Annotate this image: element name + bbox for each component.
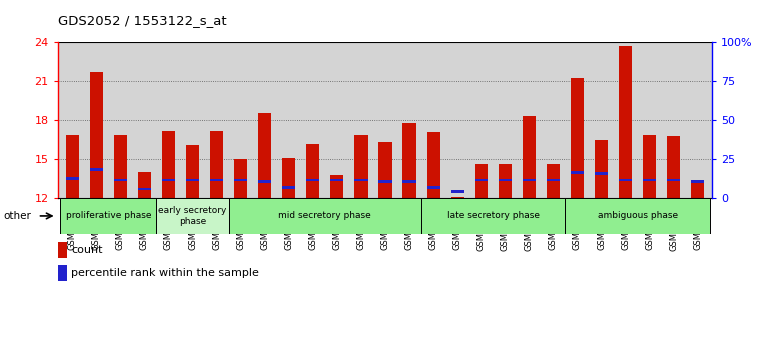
Bar bbox=[403, 123, 416, 198]
Bar bbox=[65, 135, 79, 198]
Bar bbox=[58, 265, 68, 281]
Bar bbox=[258, 180, 271, 183]
Bar bbox=[571, 171, 584, 173]
Bar bbox=[114, 178, 127, 181]
Bar bbox=[667, 136, 681, 198]
Bar bbox=[58, 242, 68, 258]
Bar bbox=[499, 165, 512, 198]
Bar bbox=[138, 188, 151, 190]
Text: proliferative phase: proliferative phase bbox=[65, 211, 151, 221]
Bar bbox=[643, 178, 656, 181]
Bar bbox=[643, 135, 656, 198]
Bar bbox=[354, 135, 367, 198]
Bar bbox=[523, 178, 536, 181]
Bar bbox=[162, 131, 175, 198]
Bar bbox=[258, 113, 271, 198]
Bar bbox=[186, 178, 199, 181]
Bar bbox=[619, 46, 632, 198]
Bar bbox=[89, 72, 103, 198]
Bar bbox=[354, 178, 367, 181]
Bar bbox=[114, 135, 127, 198]
Bar bbox=[60, 198, 156, 234]
Bar bbox=[282, 186, 296, 189]
Bar bbox=[306, 144, 320, 198]
Bar bbox=[306, 178, 320, 181]
Text: late secretory phase: late secretory phase bbox=[447, 211, 540, 221]
Bar bbox=[667, 178, 681, 181]
Text: GDS2052 / 1553122_s_at: GDS2052 / 1553122_s_at bbox=[58, 14, 226, 27]
Bar bbox=[156, 198, 229, 234]
Bar bbox=[138, 172, 151, 198]
Bar bbox=[282, 158, 296, 198]
Text: percentile rank within the sample: percentile rank within the sample bbox=[71, 268, 259, 278]
Bar bbox=[565, 198, 710, 234]
Bar bbox=[691, 180, 705, 183]
Bar bbox=[210, 131, 223, 198]
Bar bbox=[595, 140, 608, 198]
Bar bbox=[595, 172, 608, 175]
Bar bbox=[229, 198, 421, 234]
Text: count: count bbox=[71, 245, 102, 255]
Text: mid secretory phase: mid secretory phase bbox=[279, 211, 371, 221]
Bar bbox=[421, 198, 565, 234]
Bar bbox=[330, 175, 343, 198]
Bar bbox=[210, 178, 223, 181]
Bar bbox=[619, 178, 632, 181]
Text: early secretory
phase: early secretory phase bbox=[159, 206, 226, 225]
Bar bbox=[427, 132, 440, 198]
Bar bbox=[547, 165, 560, 198]
Bar bbox=[450, 190, 464, 193]
Bar bbox=[474, 178, 488, 181]
Bar bbox=[547, 178, 560, 181]
Bar bbox=[403, 180, 416, 183]
Bar bbox=[330, 178, 343, 181]
Text: other: other bbox=[4, 211, 32, 221]
Bar bbox=[378, 180, 392, 183]
Text: ambiguous phase: ambiguous phase bbox=[598, 211, 678, 221]
Bar bbox=[162, 178, 175, 181]
Bar bbox=[234, 159, 247, 198]
Bar bbox=[427, 186, 440, 189]
Bar bbox=[378, 142, 392, 198]
Bar bbox=[499, 178, 512, 181]
Bar bbox=[691, 183, 705, 198]
Bar bbox=[450, 197, 464, 198]
Bar bbox=[523, 116, 536, 198]
Bar bbox=[234, 178, 247, 181]
Bar bbox=[65, 177, 79, 180]
Bar bbox=[89, 168, 103, 171]
Bar bbox=[571, 78, 584, 198]
Bar bbox=[474, 165, 488, 198]
Bar bbox=[186, 145, 199, 198]
